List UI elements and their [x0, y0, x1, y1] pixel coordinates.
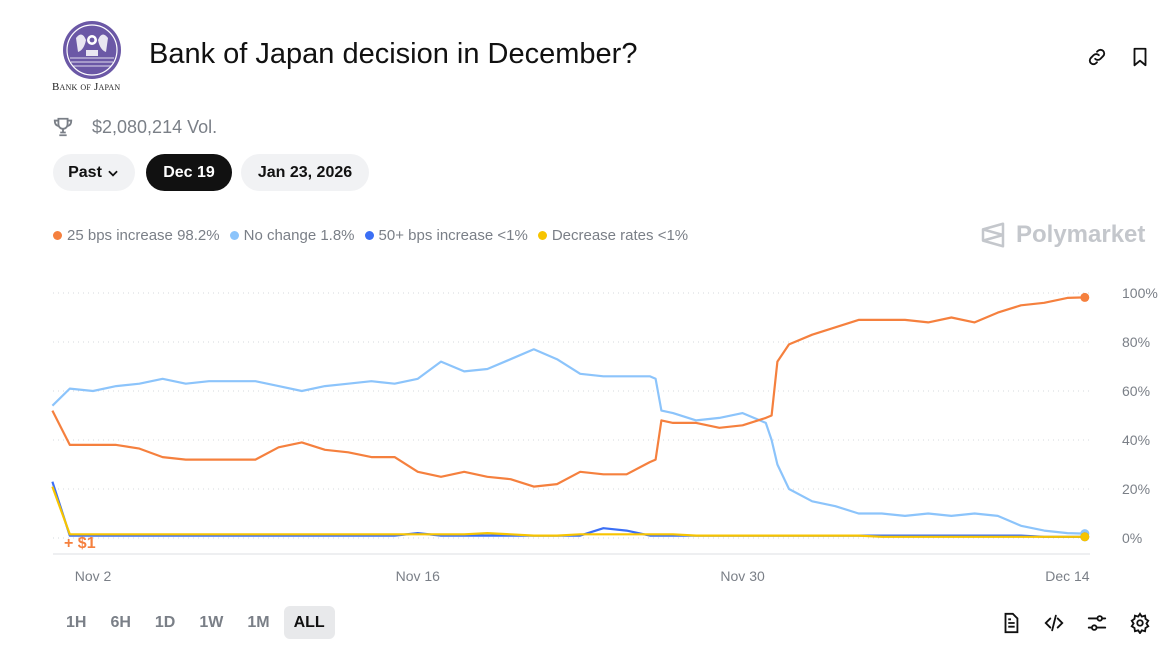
chevron-down-icon — [108, 170, 118, 177]
series-line-50-bps-increase — [51, 481, 1085, 538]
price-chart[interactable]: 0% 20% 40% 60% 80% 100% Nov 2 Nov 16 Nov 30 Dec 1… — [0, 270, 1174, 590]
y-tick-label: 100% — [1122, 285, 1158, 301]
range-1d[interactable]: 1D — [154, 613, 176, 631]
chart-legend: 25 bps increase 98.2% No change 1.8% 50+… — [53, 227, 688, 244]
document-icon[interactable] — [1000, 612, 1022, 634]
legend-label: Decrease rates <1% — [551, 227, 689, 244]
legend-dot — [537, 231, 547, 240]
volume-text: $2,080,214 Vol. — [92, 116, 218, 137]
range-1w[interactable]: 1W — [199, 613, 224, 631]
time-range-selector: 1H 6H 1D 1W 1M ALL — [56, 606, 335, 639]
x-tick-label: Nov 30 — [720, 568, 765, 584]
x-tick-label: Nov 2 — [75, 568, 112, 584]
date-pill-dec-19[interactable]: Dec 19 — [146, 154, 232, 191]
series-end-dot — [1080, 532, 1090, 542]
series-end-dot — [1080, 292, 1090, 302]
legend-dot — [229, 231, 239, 240]
y-tick-label: 60% — [1122, 383, 1150, 399]
x-tick-label: Dec 14 — [1045, 568, 1090, 584]
legend-item: Decrease rates <1% — [537, 227, 689, 244]
legend-item: No change 1.8% — [229, 227, 355, 244]
past-dropdown[interactable]: Past — [53, 154, 135, 191]
range-1h[interactable]: 1H — [66, 613, 87, 631]
x-tick-label: Nov 16 — [396, 568, 441, 584]
legend-label: 25 bps increase 98.2% — [67, 227, 220, 244]
legend-item: 25 bps increase 98.2% — [53, 227, 220, 244]
y-tick-label: 40% — [1122, 432, 1150, 448]
sliders-icon[interactable] — [1086, 612, 1108, 634]
bookmark-icon[interactable] — [1129, 46, 1151, 68]
link-icon[interactable] — [1086, 46, 1108, 68]
trophy-icon — [53, 117, 73, 137]
polymarket-watermark: Polymarket — [978, 220, 1145, 250]
legend-dot — [53, 231, 62, 240]
gear-icon[interactable] — [1129, 612, 1151, 634]
delta-label: + $1 — [64, 535, 96, 552]
bank-of-japan-logo — [63, 21, 121, 79]
past-label: Past — [68, 163, 102, 181]
y-tick-label: 0% — [1122, 530, 1142, 546]
date-pill-jan-23[interactable]: Jan 23, 2026 — [241, 154, 369, 191]
y-tick-label: 80% — [1122, 334, 1150, 350]
series-line-decrease-rates — [51, 486, 1085, 538]
watermark-text: Polymarket — [1016, 221, 1146, 248]
series-line-no-change — [51, 348, 1085, 535]
page-title: Bank of Japan decision in December? — [149, 38, 638, 70]
series-line-25-bps-increase — [51, 296, 1085, 488]
legend-label: No change 1.8% — [243, 227, 355, 244]
volume: $2,080,214 Vol. — [52, 116, 217, 138]
logo-text: Bank of Japan — [52, 81, 121, 93]
y-tick-label: 20% — [1122, 481, 1150, 497]
legend-dot — [364, 231, 374, 240]
polymarket-logo-icon — [981, 222, 1005, 248]
range-1m[interactable]: 1M — [247, 613, 270, 631]
code-icon[interactable] — [1043, 612, 1065, 634]
range-6h[interactable]: 6H — [110, 613, 131, 631]
range-all[interactable]: ALL — [283, 606, 335, 639]
legend-item: 50+ bps increase <1% — [364, 227, 528, 244]
legend-label: 50+ bps increase <1% — [378, 227, 528, 244]
